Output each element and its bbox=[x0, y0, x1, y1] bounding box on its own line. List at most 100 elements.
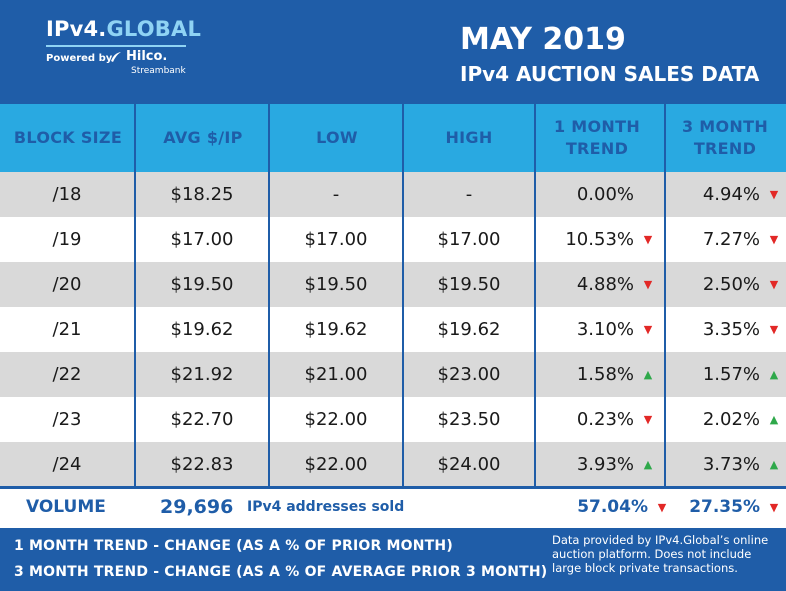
col-header-1-month-trend: 1 MONTH TREND bbox=[553, 117, 641, 158]
column-divider bbox=[134, 104, 136, 486]
page-subtitle: IPv4 AUCTION SALES DATA bbox=[460, 62, 760, 86]
volume-trend-1-value: 57.04% bbox=[577, 497, 648, 517]
header-banner bbox=[0, 0, 786, 104]
trend-3-month-cell-value: 7.27% bbox=[702, 229, 760, 250]
low-price-cell: $17.00 bbox=[304, 229, 368, 250]
volume-trend-3: 27.35% bbox=[668, 486, 760, 528]
column-header-row bbox=[0, 104, 786, 172]
trend-1-month-cell: 3.93% ▲ bbox=[536, 442, 656, 487]
volume-trend-3-value: 27.35% bbox=[689, 497, 760, 517]
block-size-cell: /18 bbox=[52, 184, 82, 205]
volume-trend-3-arrow-cell: ▼ bbox=[760, 486, 782, 528]
trend-3-month-cell-value: 4.94% bbox=[702, 184, 760, 205]
trend-3-month-cell: 3.35% ▼ bbox=[666, 307, 782, 352]
column-divider bbox=[268, 104, 270, 486]
hilco-swoosh-icon bbox=[111, 52, 121, 62]
trend-1-month-cell: 10.53% ▼ bbox=[536, 217, 656, 262]
trend-1-month-cell: 1.58% ▲ bbox=[536, 352, 656, 397]
volume-label: VOLUME bbox=[26, 497, 106, 517]
high-price-cell: $19.62 bbox=[437, 319, 501, 340]
low-price-cell: $19.50 bbox=[304, 274, 368, 295]
trend-3-month-cell: 2.50% ▼ bbox=[666, 262, 782, 307]
high-price-cell: $24.00 bbox=[437, 454, 501, 475]
high-price-cell: $23.50 bbox=[437, 409, 501, 430]
footnote-1-month: 1 MONTH TREND - CHANGE (AS A % OF PRIOR … bbox=[14, 538, 453, 554]
col-header-avg: AVG $/IP bbox=[163, 128, 243, 147]
logo-prefix: IPv4. bbox=[46, 17, 107, 41]
block-size-cell: /22 bbox=[52, 364, 82, 385]
trend-3-month-cell-value: 3.73% bbox=[702, 454, 760, 475]
table-row bbox=[0, 262, 786, 307]
data-source-note: Data provided by IPv4.Global’s online au… bbox=[552, 533, 769, 575]
triangle-up-icon: ▲ bbox=[769, 368, 779, 381]
high-price-cell: $19.50 bbox=[437, 274, 501, 295]
table-row bbox=[0, 352, 786, 397]
footnote-3-month: 3 MONTH TREND - CHANGE (AS A % OF AVERAG… bbox=[14, 564, 548, 580]
table-row bbox=[0, 397, 786, 442]
high-price-cell: - bbox=[465, 184, 473, 205]
logo-accent: GLOBAL bbox=[106, 17, 202, 41]
triangle-down-icon: ▼ bbox=[769, 500, 779, 514]
column-divider bbox=[402, 104, 404, 486]
triangle-up-icon: ▲ bbox=[769, 413, 779, 426]
trend-1-month-cell-value: 10.53% bbox=[565, 229, 634, 250]
triangle-down-icon: ▼ bbox=[643, 323, 653, 336]
triangle-up-icon: ▲ bbox=[643, 458, 653, 471]
trend-3-month-cell: 2.02% ▲ bbox=[666, 397, 782, 442]
avg-price-cell: $21.92 bbox=[170, 364, 234, 385]
col-header-high: HIGH bbox=[445, 128, 493, 147]
volume-row bbox=[0, 486, 786, 528]
block-size-cell: /20 bbox=[52, 274, 82, 295]
trend-3-month-cell: 4.94% ▼ bbox=[666, 172, 782, 217]
low-price-cell: $21.00 bbox=[304, 364, 368, 385]
trend-1-month-cell-value: 4.88% bbox=[576, 274, 634, 295]
triangle-down-icon: ▼ bbox=[769, 278, 779, 291]
col-header-block-size: BLOCK SIZE bbox=[13, 128, 123, 147]
block-size-cell: /24 bbox=[52, 454, 82, 475]
volume-trend-1-arrow-cell: ▼ bbox=[648, 486, 670, 528]
table-row bbox=[0, 172, 786, 217]
powered-by-label: Powered by bbox=[46, 53, 113, 64]
trend-1-month-cell: 0.00%▼ bbox=[536, 172, 656, 217]
trend-1-month-cell-value: 3.93% bbox=[576, 454, 634, 475]
trend-3-month-cell-value: 3.35% bbox=[702, 319, 760, 340]
avg-price-cell: $22.70 bbox=[170, 409, 234, 430]
col-header-low: LOW bbox=[316, 128, 358, 147]
triangle-down-icon: ▼ bbox=[769, 233, 779, 246]
trend-1-month-cell-value: 0.23% bbox=[576, 409, 634, 430]
trend-1-month-cell-value: 1.58% bbox=[576, 364, 634, 385]
avg-price-cell: $17.00 bbox=[170, 229, 234, 250]
trend-3-month-cell-value: 2.02% bbox=[702, 409, 760, 430]
triangle-down-icon: ▼ bbox=[643, 233, 653, 246]
streambank-label: Streambank bbox=[131, 66, 186, 76]
column-divider bbox=[664, 104, 666, 486]
trend-3-month-cell-value: 1.57% bbox=[702, 364, 760, 385]
low-price-cell: $19.62 bbox=[304, 319, 368, 340]
triangle-down-icon: ▼ bbox=[769, 323, 779, 336]
logo-underline bbox=[46, 45, 186, 47]
ipv4-global-logo: IPv4.GLOBAL bbox=[46, 17, 201, 41]
triangle-up-icon: ▲ bbox=[769, 458, 779, 471]
trend-3-month-cell-value: 2.50% bbox=[702, 274, 760, 295]
trend-1-month-cell: 3.10% ▼ bbox=[536, 307, 656, 352]
trend-3-month-cell: 7.27% ▼ bbox=[666, 217, 782, 262]
trend-1-month-cell-value: 3.10% bbox=[576, 319, 634, 340]
trend-1-month-cell: 0.23% ▼ bbox=[536, 397, 656, 442]
triangle-down-icon: ▼ bbox=[769, 188, 779, 201]
table-row bbox=[0, 307, 786, 352]
volume-trend-1: 57.04% bbox=[540, 486, 648, 528]
column-divider bbox=[534, 104, 536, 486]
high-price-cell: $23.00 bbox=[437, 364, 501, 385]
table-row bbox=[0, 217, 786, 262]
triangle-up-icon: ▲ bbox=[643, 368, 653, 381]
page-title: MAY 2019 bbox=[460, 22, 626, 57]
avg-price-cell: $18.25 bbox=[170, 184, 234, 205]
block-size-cell: /19 bbox=[52, 229, 82, 250]
trend-3-month-cell: 3.73% ▲ bbox=[666, 442, 782, 487]
hilco-logo: Hilco. bbox=[126, 49, 168, 64]
table-row bbox=[0, 442, 786, 487]
triangle-down-icon: ▼ bbox=[657, 500, 667, 514]
footer-banner bbox=[0, 528, 786, 591]
low-price-cell: - bbox=[332, 184, 340, 205]
